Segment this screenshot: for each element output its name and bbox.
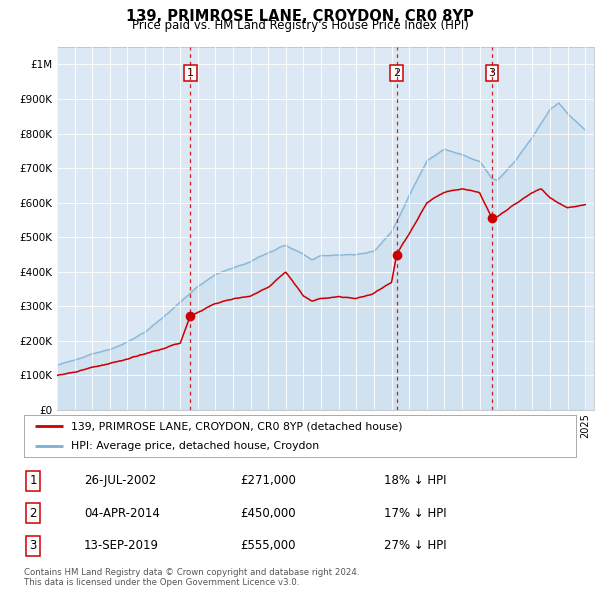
Text: 04-APR-2014: 04-APR-2014 xyxy=(84,507,160,520)
Text: £450,000: £450,000 xyxy=(240,507,296,520)
Text: 13-SEP-2019: 13-SEP-2019 xyxy=(84,539,159,552)
Text: 2: 2 xyxy=(393,68,400,78)
Text: 17% ↓ HPI: 17% ↓ HPI xyxy=(384,507,446,520)
Text: 3: 3 xyxy=(29,539,37,552)
Text: 2: 2 xyxy=(29,507,37,520)
Text: Price paid vs. HM Land Registry's House Price Index (HPI): Price paid vs. HM Land Registry's House … xyxy=(131,19,469,32)
Text: HPI: Average price, detached house, Croydon: HPI: Average price, detached house, Croy… xyxy=(71,441,319,451)
Text: 1: 1 xyxy=(29,474,37,487)
Text: £555,000: £555,000 xyxy=(240,539,296,552)
Text: Contains HM Land Registry data © Crown copyright and database right 2024.
This d: Contains HM Land Registry data © Crown c… xyxy=(24,568,359,587)
Text: 139, PRIMROSE LANE, CROYDON, CR0 8YP: 139, PRIMROSE LANE, CROYDON, CR0 8YP xyxy=(126,9,474,24)
Text: 139, PRIMROSE LANE, CROYDON, CR0 8YP (detached house): 139, PRIMROSE LANE, CROYDON, CR0 8YP (de… xyxy=(71,421,403,431)
Text: 18% ↓ HPI: 18% ↓ HPI xyxy=(384,474,446,487)
Text: 26-JUL-2002: 26-JUL-2002 xyxy=(84,474,156,487)
Text: 1: 1 xyxy=(187,68,194,78)
Text: £271,000: £271,000 xyxy=(240,474,296,487)
Text: 3: 3 xyxy=(488,68,496,78)
Text: 27% ↓ HPI: 27% ↓ HPI xyxy=(384,539,446,552)
